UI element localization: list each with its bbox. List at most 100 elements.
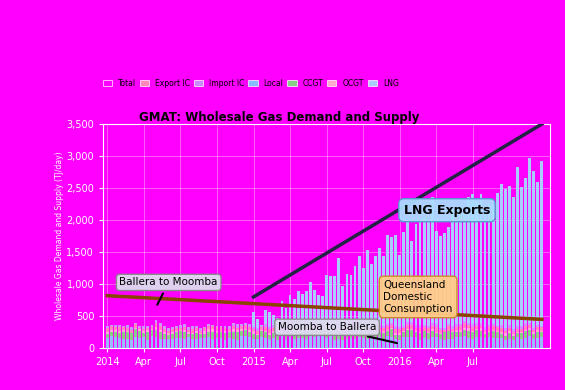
Bar	[280, 336, 284, 348]
Bar	[484, 333, 486, 338]
Bar	[272, 331, 275, 333]
Bar	[382, 328, 385, 332]
Bar	[431, 328, 433, 331]
Bar	[366, 331, 368, 333]
Bar	[236, 328, 238, 330]
Bar	[333, 333, 336, 335]
Bar	[224, 328, 227, 331]
Bar	[285, 333, 288, 335]
Bar	[236, 330, 238, 332]
Bar	[415, 324, 418, 328]
Bar	[366, 324, 368, 327]
Bar	[394, 326, 397, 329]
Bar	[301, 324, 303, 327]
Bar	[155, 323, 158, 327]
Bar	[419, 333, 421, 340]
Bar	[305, 330, 308, 332]
Bar	[354, 325, 357, 327]
Bar	[415, 337, 418, 348]
Bar	[272, 338, 275, 348]
Bar	[366, 333, 368, 339]
Bar	[532, 332, 535, 334]
Bar	[528, 336, 531, 348]
Bar	[443, 330, 446, 332]
Bar	[512, 197, 515, 329]
Bar	[325, 324, 328, 325]
Bar	[285, 339, 288, 348]
Bar	[488, 204, 490, 325]
Bar	[346, 273, 349, 326]
Bar	[402, 326, 405, 328]
Bar	[317, 336, 320, 348]
Bar	[317, 330, 320, 331]
Bar	[175, 338, 178, 348]
Bar	[419, 328, 421, 332]
Bar	[398, 340, 401, 348]
Bar	[386, 336, 389, 348]
Bar	[199, 328, 202, 331]
Bar	[378, 325, 381, 328]
Bar	[268, 339, 271, 348]
Bar	[256, 331, 259, 334]
Bar	[232, 332, 234, 339]
Bar	[264, 331, 267, 332]
Bar	[289, 295, 292, 324]
Bar	[313, 323, 316, 326]
Bar	[313, 330, 316, 337]
Bar	[305, 332, 308, 339]
Bar	[150, 330, 153, 336]
Bar	[362, 339, 364, 348]
Bar	[341, 340, 344, 348]
Bar	[374, 339, 377, 348]
Bar	[126, 325, 129, 328]
Bar	[394, 329, 397, 333]
Bar	[228, 331, 231, 332]
Bar	[536, 183, 539, 325]
Bar	[512, 336, 515, 340]
Bar	[131, 340, 133, 348]
Bar	[463, 337, 466, 348]
Bar	[224, 340, 227, 348]
Bar	[435, 337, 438, 348]
Bar	[443, 340, 446, 348]
Bar	[232, 339, 234, 348]
Bar	[508, 333, 511, 339]
Bar	[244, 330, 247, 336]
Bar	[171, 332, 173, 334]
Bar	[463, 328, 466, 330]
Bar	[187, 333, 190, 337]
Bar	[155, 321, 158, 323]
Bar	[512, 340, 515, 348]
Bar	[427, 221, 429, 326]
Bar	[325, 325, 328, 329]
Bar	[211, 329, 214, 331]
Bar	[411, 329, 414, 330]
Bar	[329, 326, 332, 328]
Bar	[333, 276, 336, 328]
Bar	[126, 328, 129, 331]
Bar	[146, 326, 149, 328]
Bar	[134, 324, 137, 328]
Bar	[301, 329, 303, 331]
Bar	[435, 332, 438, 333]
Bar	[411, 325, 414, 329]
Bar	[354, 333, 357, 339]
Bar	[455, 222, 458, 324]
Bar	[362, 335, 364, 339]
Bar	[297, 332, 299, 333]
Bar	[232, 329, 234, 331]
Bar	[390, 330, 393, 337]
Bar	[268, 312, 271, 327]
Bar	[264, 338, 267, 348]
Bar	[402, 337, 405, 348]
Bar	[207, 326, 210, 329]
Bar	[378, 332, 381, 337]
Bar	[439, 333, 442, 334]
Bar	[309, 336, 312, 348]
Bar	[163, 334, 166, 339]
Bar	[220, 332, 223, 338]
Bar	[142, 337, 145, 348]
Bar	[260, 331, 263, 337]
Bar	[215, 326, 219, 327]
Bar	[459, 330, 462, 332]
